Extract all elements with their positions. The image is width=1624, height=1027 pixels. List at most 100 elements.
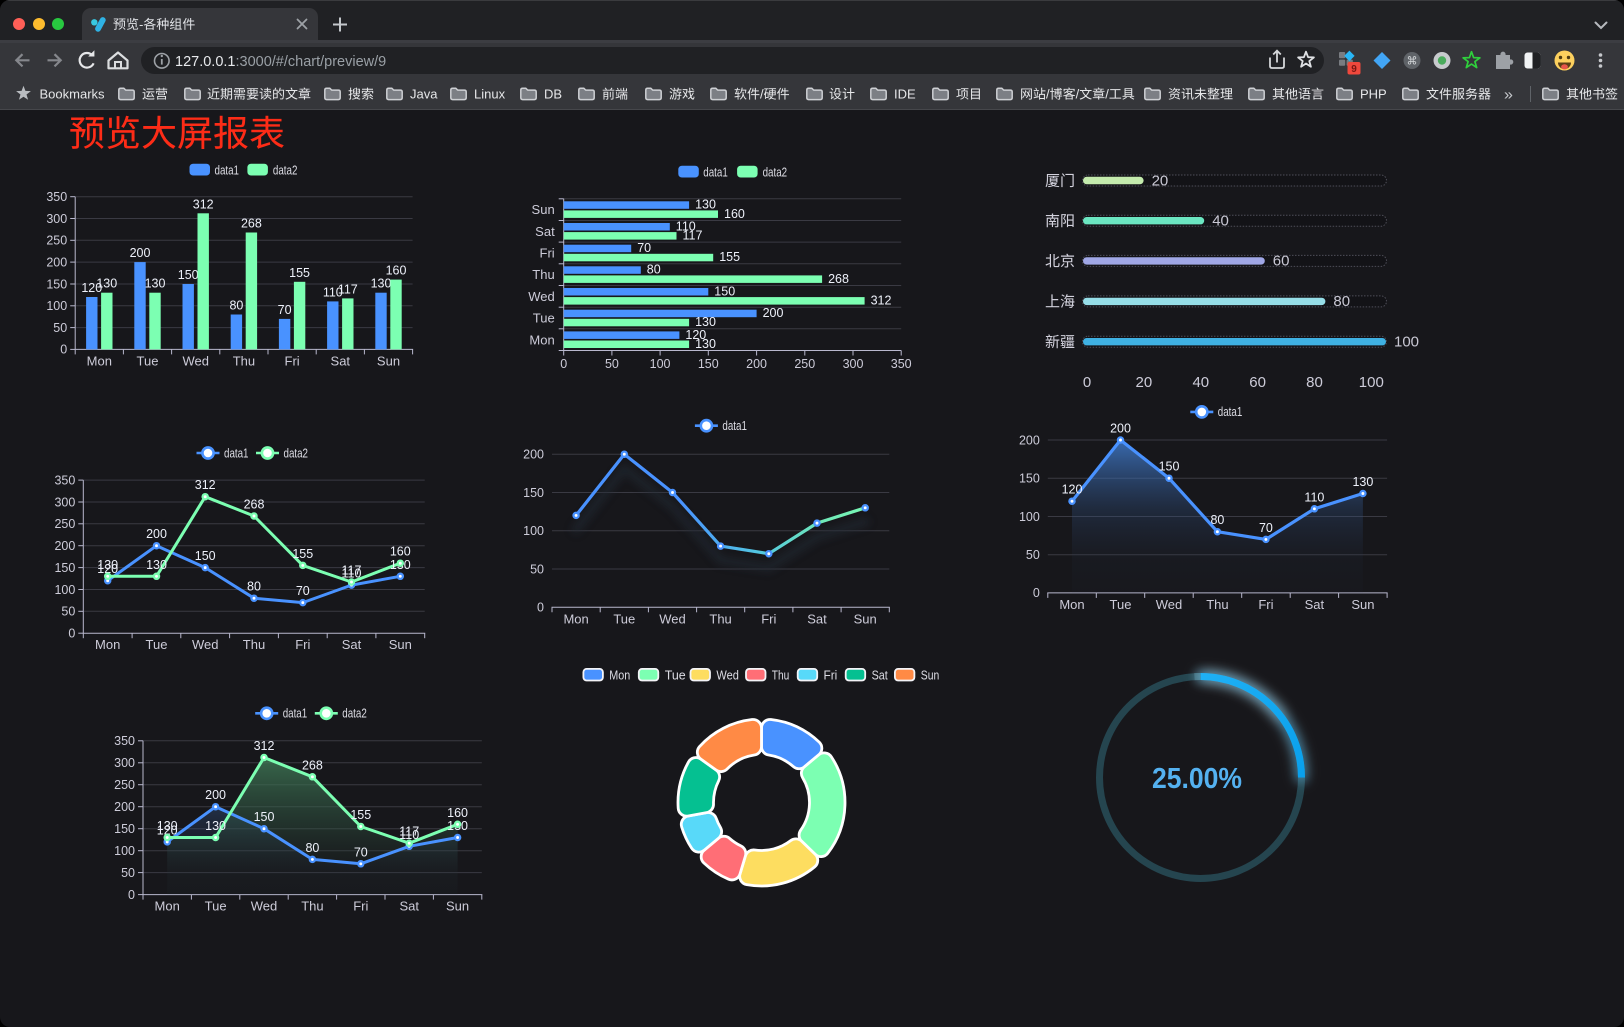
svg-text:50: 50 bbox=[605, 357, 619, 371]
svg-text:120: 120 bbox=[685, 328, 706, 342]
svg-text:150: 150 bbox=[523, 486, 544, 500]
svg-text:0: 0 bbox=[128, 888, 135, 902]
svg-text:130: 130 bbox=[695, 337, 716, 351]
svg-text:50: 50 bbox=[53, 321, 67, 335]
svg-text:160: 160 bbox=[390, 545, 411, 559]
svg-text:150: 150 bbox=[254, 810, 275, 824]
svg-text:data1: data1 bbox=[722, 419, 747, 433]
svg-text:117: 117 bbox=[342, 564, 362, 578]
svg-text:80: 80 bbox=[1333, 293, 1350, 310]
svg-text:160: 160 bbox=[447, 806, 468, 820]
svg-text:20: 20 bbox=[1136, 374, 1153, 391]
svg-text:100: 100 bbox=[1394, 334, 1419, 351]
svg-text:268: 268 bbox=[828, 272, 849, 286]
svg-text:200: 200 bbox=[205, 788, 226, 802]
svg-text:100: 100 bbox=[650, 357, 671, 371]
svg-text:Thu: Thu bbox=[709, 611, 731, 626]
svg-text:Fri: Fri bbox=[295, 637, 310, 652]
svg-text:Tue: Tue bbox=[613, 611, 635, 626]
svg-text:312: 312 bbox=[871, 294, 892, 308]
svg-text:data2: data2 bbox=[273, 163, 298, 177]
svg-text:110: 110 bbox=[399, 828, 419, 842]
svg-text:200: 200 bbox=[46, 255, 67, 269]
svg-text:Thu: Thu bbox=[301, 899, 323, 914]
svg-text:200: 200 bbox=[1019, 433, 1040, 447]
svg-text:Sun: Sun bbox=[532, 202, 555, 217]
svg-text:Tue: Tue bbox=[137, 353, 159, 368]
svg-text:130: 130 bbox=[371, 277, 392, 291]
svg-text:200: 200 bbox=[1110, 422, 1131, 436]
svg-text:80: 80 bbox=[1210, 513, 1224, 527]
svg-text:Wed: Wed bbox=[528, 289, 555, 304]
svg-text:Mon: Mon bbox=[155, 899, 180, 914]
svg-text:-: - bbox=[139, 17, 143, 32]
svg-text:Sat: Sat bbox=[807, 611, 827, 626]
svg-text:Thu: Thu bbox=[243, 637, 265, 652]
svg-text:100: 100 bbox=[46, 299, 67, 313]
svg-text:data1: data1 bbox=[1218, 405, 1243, 419]
svg-text:80: 80 bbox=[1306, 374, 1323, 391]
svg-text:IDE: IDE bbox=[894, 87, 916, 102]
svg-text:268: 268 bbox=[244, 498, 265, 512]
svg-text:350: 350 bbox=[46, 190, 67, 204]
svg-text:Thu: Thu bbox=[1206, 597, 1228, 612]
svg-text:Tue: Tue bbox=[665, 668, 686, 682]
svg-text:100: 100 bbox=[1359, 374, 1384, 391]
svg-text:Tue: Tue bbox=[1110, 597, 1132, 612]
svg-text:⌘: ⌘ bbox=[1407, 56, 1418, 68]
svg-text:70: 70 bbox=[637, 241, 651, 255]
svg-text:250: 250 bbox=[46, 234, 67, 248]
svg-text:150: 150 bbox=[714, 284, 735, 298]
svg-text:200: 200 bbox=[523, 448, 544, 462]
svg-text:127.0.0.1:3000/#/chart/preview: 127.0.0.1:3000/#/chart/preview/9 bbox=[175, 54, 386, 70]
svg-text:120: 120 bbox=[157, 823, 178, 837]
svg-text:70: 70 bbox=[278, 303, 292, 317]
svg-text:130: 130 bbox=[157, 819, 178, 833]
svg-text:Fri: Fri bbox=[285, 353, 300, 368]
svg-text:300: 300 bbox=[114, 756, 135, 770]
svg-text:Fri: Fri bbox=[353, 899, 368, 914]
svg-text:50: 50 bbox=[61, 605, 75, 619]
svg-text:350: 350 bbox=[891, 357, 912, 371]
svg-text:60: 60 bbox=[1273, 253, 1290, 270]
svg-text:160: 160 bbox=[724, 207, 745, 221]
svg-text:Linux: Linux bbox=[474, 87, 506, 102]
svg-text:117: 117 bbox=[399, 825, 419, 839]
svg-text:Tue: Tue bbox=[533, 311, 555, 326]
svg-text:Sun: Sun bbox=[921, 668, 940, 682]
svg-text:data2: data2 bbox=[284, 446, 309, 460]
svg-text:DB: DB bbox=[544, 87, 562, 102]
svg-text:Thu: Thu bbox=[233, 353, 255, 368]
svg-text:150: 150 bbox=[1019, 472, 1040, 486]
svg-text:155: 155 bbox=[289, 266, 310, 280]
svg-text:268: 268 bbox=[302, 758, 323, 772]
svg-text:Mon: Mon bbox=[529, 332, 554, 347]
svg-text:/: / bbox=[1076, 87, 1080, 102]
svg-text:60: 60 bbox=[1249, 374, 1266, 391]
svg-text:Mon: Mon bbox=[95, 637, 120, 652]
svg-text:130: 130 bbox=[145, 277, 166, 291]
svg-text:110: 110 bbox=[676, 219, 696, 233]
svg-text:110: 110 bbox=[323, 285, 343, 299]
svg-text:data1: data1 bbox=[283, 707, 308, 721]
svg-text:150: 150 bbox=[1159, 460, 1180, 474]
svg-text:50: 50 bbox=[1026, 548, 1040, 562]
svg-text:Wed: Wed bbox=[1156, 597, 1183, 612]
svg-text:Mon: Mon bbox=[563, 611, 588, 626]
svg-text:80: 80 bbox=[305, 841, 319, 855]
svg-text:Fri: Fri bbox=[540, 246, 555, 261]
svg-text:200: 200 bbox=[146, 527, 167, 541]
svg-text:25.00%: 25.00% bbox=[1152, 763, 1242, 795]
svg-text:Wed: Wed bbox=[192, 637, 219, 652]
svg-text:110: 110 bbox=[342, 567, 362, 581]
svg-text:Thu: Thu bbox=[532, 267, 554, 282]
svg-text:110: 110 bbox=[1304, 490, 1324, 504]
svg-text:250: 250 bbox=[114, 778, 135, 792]
svg-text:120: 120 bbox=[97, 562, 118, 576]
svg-text:150: 150 bbox=[178, 268, 199, 282]
svg-text:Mon: Mon bbox=[1059, 597, 1084, 612]
svg-text:Mon: Mon bbox=[87, 353, 112, 368]
svg-text:150: 150 bbox=[54, 561, 75, 575]
svg-text:350: 350 bbox=[54, 473, 75, 487]
svg-text:Java: Java bbox=[410, 87, 438, 102]
